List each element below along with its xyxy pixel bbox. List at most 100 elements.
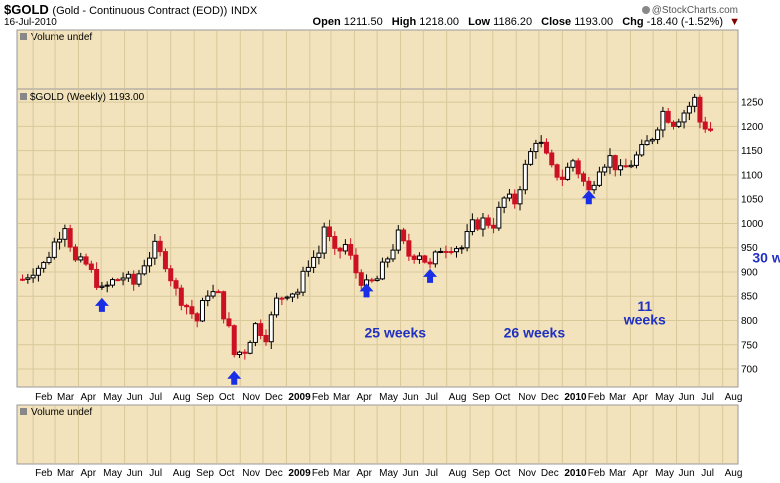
open-label: Open xyxy=(312,16,341,28)
candle-body xyxy=(353,254,359,274)
candle-body xyxy=(708,128,714,131)
x-tick-label: Feb xyxy=(35,392,53,403)
candle-body xyxy=(94,268,100,288)
x-tick-label: Feb xyxy=(312,392,330,403)
stockcharts-logo-icon xyxy=(641,6,650,14)
candle-body xyxy=(25,277,31,280)
x-tick-label: Apr xyxy=(356,392,372,403)
high-label: High xyxy=(391,16,417,28)
x-tick-label: Oct xyxy=(219,392,235,403)
candle-body xyxy=(570,160,576,168)
candle-body xyxy=(342,244,348,252)
candle-body xyxy=(549,152,555,166)
x-tick-label: Feb xyxy=(588,392,606,403)
candle-body xyxy=(311,256,317,268)
y-tick-label: 1000 xyxy=(741,219,764,230)
candle-body xyxy=(538,141,544,144)
candle-body xyxy=(358,272,364,286)
candle-body xyxy=(184,304,190,308)
candle-body xyxy=(633,154,639,166)
candle-body xyxy=(226,318,232,327)
candle-body xyxy=(62,228,68,240)
x-tick-label: Dec xyxy=(265,468,283,479)
candle-body xyxy=(136,273,142,285)
candle-body xyxy=(300,270,306,293)
x-tick-label: Jul xyxy=(149,468,162,479)
candle-body xyxy=(559,176,565,180)
annotation-label: 30 weeks xyxy=(752,249,780,265)
x-axis-lower: Feb Mar Apr May Jun Jul Aug Sep Oct Nov Dec 2009 Feb… xyxy=(35,468,742,479)
y-tick-label: 700 xyxy=(741,365,758,376)
candle-body xyxy=(416,255,422,260)
candle-body xyxy=(480,217,486,230)
candle-body xyxy=(231,325,237,356)
candle-body xyxy=(326,226,332,238)
candle-body xyxy=(46,256,52,264)
x-tick-label: 2010 xyxy=(564,392,587,403)
candle-body xyxy=(20,278,26,281)
candle-body xyxy=(506,193,512,199)
x-tick-label: Nov xyxy=(518,392,536,403)
x-tick-label: Jul xyxy=(425,468,438,479)
candle-body xyxy=(522,163,528,191)
panel-icon-top xyxy=(20,33,27,40)
x-tick-label: Nov xyxy=(242,392,260,403)
candle-body xyxy=(268,314,274,343)
candle-body xyxy=(432,251,438,265)
candle-body xyxy=(279,297,285,300)
x-tick-label: May xyxy=(103,392,122,403)
x-tick-label: Jun xyxy=(127,392,143,403)
candle-body xyxy=(406,240,412,257)
candle-body xyxy=(88,263,94,270)
candle-body xyxy=(644,140,650,146)
candle-body xyxy=(586,180,592,191)
candle-body xyxy=(618,165,624,171)
low-value: 1186.20 xyxy=(493,16,533,28)
x-tick-label: Oct xyxy=(219,468,235,479)
close-value: 1193.00 xyxy=(574,16,614,28)
x-tick-label: Sep xyxy=(472,468,490,479)
chg-value: -18.40 (-1.52%) xyxy=(646,16,724,28)
candle-body xyxy=(665,110,671,123)
chart-date: 16-Jul-2010 xyxy=(4,17,57,28)
candle-body xyxy=(321,226,327,254)
chg-label: Chg xyxy=(622,16,644,28)
candle-body xyxy=(110,279,116,286)
candle-body xyxy=(697,96,703,123)
candle-body xyxy=(168,268,174,282)
x-tick-label: May xyxy=(655,468,674,479)
symbol: $GOLD xyxy=(4,2,49,17)
x-tick-label: Jun xyxy=(127,468,143,479)
x-tick-label: Apr xyxy=(632,468,648,479)
candle-body xyxy=(369,279,375,282)
candle-body xyxy=(35,267,41,276)
candle-body xyxy=(305,266,311,272)
y-tick-label: 1150 xyxy=(741,146,763,157)
up-arrow-icon xyxy=(94,297,109,312)
annotation-label: weeks xyxy=(623,311,666,327)
candle-body xyxy=(72,246,78,261)
y-tick-label: 1250 xyxy=(741,98,764,109)
candle-body xyxy=(332,236,338,249)
candle-body xyxy=(258,323,264,337)
y-tick-label: 750 xyxy=(741,340,758,351)
volume-bottom-label: Volume undef xyxy=(31,407,92,418)
candle-body xyxy=(485,217,491,226)
x-tick-label: May xyxy=(379,392,398,403)
x-tick-label: Aug xyxy=(449,468,467,479)
candle-body xyxy=(660,110,666,131)
x-tick-label: Mar xyxy=(57,468,75,479)
candle-body xyxy=(374,278,380,281)
x-tick-label: Jun xyxy=(679,468,695,479)
candle-body xyxy=(581,173,587,182)
x-tick-label: Apr xyxy=(632,392,648,403)
high-value: 1218.00 xyxy=(419,16,460,28)
candle-body xyxy=(491,224,497,229)
candle-body xyxy=(438,250,444,253)
x-tick-label: 2009 xyxy=(288,468,311,479)
y-tick-label: 850 xyxy=(741,292,758,303)
candle-body xyxy=(512,193,518,205)
candle-body xyxy=(623,165,629,168)
candle-body xyxy=(30,274,36,279)
candle-body xyxy=(83,256,89,265)
